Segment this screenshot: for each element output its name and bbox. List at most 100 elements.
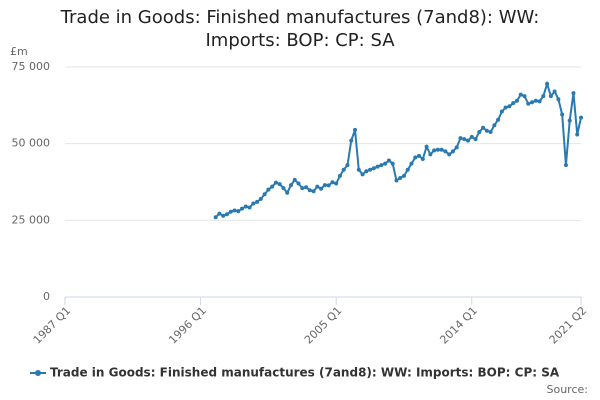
point [567,118,572,123]
point [409,161,414,166]
point [420,157,425,161]
point [345,163,350,168]
point [315,184,320,189]
point [450,149,455,154]
point [383,161,388,166]
point [296,181,301,186]
point [375,164,380,169]
y-tick-label: 50 000 [12,137,51,150]
point [300,186,305,191]
point [443,149,448,154]
point [364,169,369,174]
point [413,155,418,160]
point [326,183,331,188]
point [258,196,263,201]
point [496,117,501,122]
point [435,147,440,152]
point [556,97,561,102]
point [518,92,523,97]
point [503,105,508,110]
point [285,190,290,195]
point [330,180,335,185]
point [224,212,229,217]
point [401,173,406,178]
point [579,115,583,120]
point [319,186,324,191]
point [356,167,361,172]
point [228,209,233,214]
point [288,183,293,188]
point [466,138,471,143]
y-tick-label: 75 000 [12,60,51,73]
point [484,128,489,133]
point [307,188,312,193]
point [469,134,474,139]
point [428,152,433,157]
x-tick-label: 1996 Q1 [166,304,209,347]
point [334,181,339,186]
point [492,123,497,128]
point [511,101,516,106]
point [526,101,531,106]
point [458,136,463,141]
point [424,144,429,149]
x-tick-label: 2005 Q1 [302,304,345,347]
point [394,178,399,183]
point [575,132,580,137]
point [560,112,565,117]
legend-label: Trade in Goods: Finished manufactures (7… [50,366,560,380]
x-tick-label: 1987 Q1 [31,304,74,347]
point [371,166,376,171]
point [488,130,493,135]
point [390,161,395,166]
point [548,94,553,99]
point [232,208,237,213]
source: Source: [547,383,589,396]
point [360,172,365,177]
point [545,81,550,86]
point [537,99,542,104]
point [507,104,512,109]
point [292,177,297,182]
point [454,145,459,150]
point [533,98,538,103]
y-tick-label: 25 000 [12,213,51,226]
point [398,176,403,181]
chart-title: Trade in Goods: Finished manufactures (7… [60,7,540,51]
point [349,138,354,143]
y-axis-label: £m [10,45,28,58]
point [270,184,275,189]
point [266,187,271,192]
point [481,125,486,130]
point [240,206,245,211]
y-tick-label: 0 [43,290,50,303]
point [255,199,260,204]
point [405,167,410,172]
point [386,158,391,163]
point [563,163,568,168]
point [368,167,373,172]
point [213,215,218,220]
point [477,130,482,135]
point [473,137,478,142]
point [247,205,252,210]
point [236,209,241,214]
point [530,100,535,105]
point [341,167,346,172]
point [353,127,358,132]
point [281,186,286,191]
point [262,192,267,197]
point [432,148,437,153]
point [277,182,282,187]
point [221,213,226,218]
point [243,204,248,209]
x-tick-label: 2014 Q1 [437,304,480,347]
point [322,183,327,188]
point [571,91,576,96]
series-line [214,80,582,218]
point [541,94,546,99]
legend-marker [35,370,41,376]
point [311,189,316,194]
